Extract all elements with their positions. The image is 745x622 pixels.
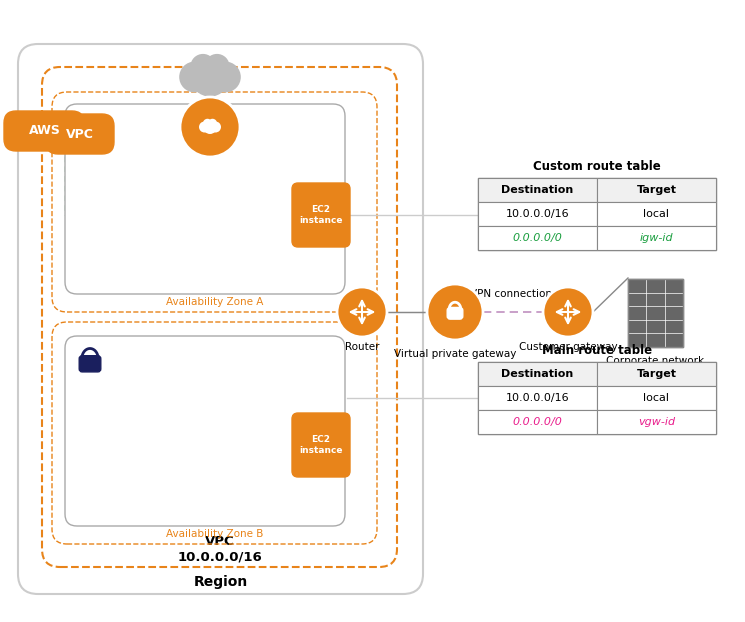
Bar bbox=[478, 410, 597, 434]
Text: VPN connection: VPN connection bbox=[471, 289, 553, 299]
Text: Custom route table: Custom route table bbox=[533, 160, 661, 173]
Text: Customer gateway: Customer gateway bbox=[519, 342, 618, 352]
Circle shape bbox=[204, 54, 229, 79]
FancyBboxPatch shape bbox=[65, 336, 345, 526]
Text: vgw-id: vgw-id bbox=[638, 417, 675, 427]
Bar bbox=[478, 178, 716, 250]
Text: local: local bbox=[644, 209, 670, 219]
Circle shape bbox=[203, 119, 212, 128]
Text: Availability Zone B: Availability Zone B bbox=[166, 529, 263, 539]
FancyBboxPatch shape bbox=[79, 126, 101, 142]
Bar bbox=[478, 226, 597, 250]
Circle shape bbox=[180, 97, 240, 157]
Bar bbox=[478, 386, 597, 410]
FancyBboxPatch shape bbox=[447, 307, 463, 319]
FancyBboxPatch shape bbox=[46, 114, 114, 154]
Circle shape bbox=[208, 119, 217, 128]
FancyBboxPatch shape bbox=[4, 111, 84, 151]
Bar bbox=[597, 226, 716, 250]
Circle shape bbox=[199, 121, 210, 132]
Text: EC2
instance: EC2 instance bbox=[299, 205, 343, 225]
Text: EC2
instance: EC2 instance bbox=[299, 435, 343, 455]
Text: Availability Zone A: Availability Zone A bbox=[166, 297, 263, 307]
Text: 10.0.0.0/16: 10.0.0.0/16 bbox=[506, 393, 569, 403]
Circle shape bbox=[337, 287, 387, 337]
Text: Target: Target bbox=[636, 369, 676, 379]
Text: Region: Region bbox=[194, 575, 247, 589]
Bar bbox=[478, 178, 597, 202]
Text: Destination: Destination bbox=[501, 185, 574, 195]
Bar bbox=[628, 279, 683, 347]
Text: Private IPV4: 10.0.1.5: Private IPV4: 10.0.1.5 bbox=[103, 392, 232, 402]
Text: VPC: VPC bbox=[66, 128, 94, 141]
Text: igw-id: igw-id bbox=[640, 233, 673, 243]
Text: 10.0.0.0/16: 10.0.0.0/16 bbox=[506, 209, 569, 219]
Text: Router: Router bbox=[345, 342, 379, 352]
Text: Elastic IP: 198.51.100.1: Elastic IP: 198.51.100.1 bbox=[103, 185, 242, 195]
Bar bbox=[597, 410, 716, 434]
FancyBboxPatch shape bbox=[79, 356, 101, 372]
Circle shape bbox=[543, 287, 593, 337]
Bar bbox=[478, 362, 716, 434]
Text: Virtual private gateway: Virtual private gateway bbox=[394, 349, 516, 359]
FancyBboxPatch shape bbox=[65, 104, 345, 294]
Text: 0.0.0.0/0: 0.0.0.0/0 bbox=[513, 233, 562, 243]
Text: VPN-only subnet
10.0.1.0/24: VPN-only subnet 10.0.1.0/24 bbox=[150, 490, 260, 518]
FancyBboxPatch shape bbox=[292, 183, 350, 247]
Circle shape bbox=[203, 120, 217, 134]
Bar bbox=[597, 362, 716, 386]
Circle shape bbox=[210, 62, 241, 93]
Text: Public subnet
10.0.0.0/24: Public subnet 10.0.0.0/24 bbox=[160, 258, 250, 286]
Circle shape bbox=[191, 57, 229, 96]
Text: VPC
10.0.0.0/16: VPC 10.0.0.0/16 bbox=[177, 535, 262, 563]
Text: local: local bbox=[644, 393, 670, 403]
Text: Private IPv4: 10.0.0.5: Private IPv4: 10.0.0.5 bbox=[103, 162, 231, 172]
Text: AWS: AWS bbox=[29, 124, 61, 137]
Bar bbox=[478, 362, 597, 386]
Bar bbox=[597, 178, 716, 202]
Circle shape bbox=[210, 121, 221, 132]
Bar bbox=[478, 202, 597, 226]
Bar bbox=[628, 279, 683, 347]
FancyBboxPatch shape bbox=[18, 44, 423, 594]
Bar bbox=[597, 386, 716, 410]
Text: Target: Target bbox=[636, 185, 676, 195]
Text: Internet gateway: Internet gateway bbox=[248, 117, 343, 127]
Text: Main route table: Main route table bbox=[542, 344, 652, 357]
Text: Corporate network: Corporate network bbox=[606, 356, 705, 366]
Bar bbox=[597, 202, 716, 226]
Text: 0.0.0.0/0: 0.0.0.0/0 bbox=[513, 417, 562, 427]
Circle shape bbox=[180, 62, 210, 93]
FancyBboxPatch shape bbox=[292, 413, 350, 477]
Circle shape bbox=[191, 54, 215, 79]
Circle shape bbox=[427, 284, 483, 340]
Text: Destination: Destination bbox=[501, 369, 574, 379]
